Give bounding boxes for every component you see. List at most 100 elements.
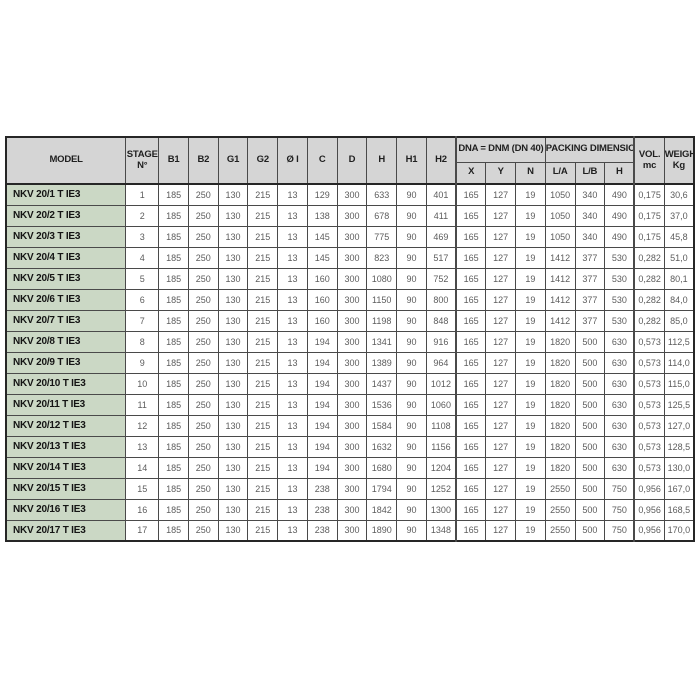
col-header-weight-kg: WEIGHT Kg — [663, 136, 695, 185]
data-cell: 165 — [455, 393, 487, 416]
data-cell: 165 — [455, 435, 487, 458]
data-cell: 165 — [455, 498, 487, 521]
model-cell: NKV 20/17 T IE3 — [5, 519, 127, 542]
data-cell: 165 — [455, 225, 487, 248]
data-cell: 250 — [187, 330, 219, 353]
data-cell: 127 — [485, 456, 517, 479]
col-group-dna-dnm: DNA = DNM (DN 40) — [455, 136, 546, 163]
data-cell: 90 — [396, 183, 427, 206]
data-cell: 1198 — [366, 309, 398, 332]
table-row: NKV 20/15 T IE3 15 185 250 130 215 13 238 300 179… — [5, 477, 695, 500]
data-cell: 300 — [336, 330, 368, 353]
data-cell: 130 — [217, 414, 249, 437]
data-cell: 13 — [277, 498, 308, 521]
col-header-x: X — [455, 161, 487, 185]
data-cell: 750 — [604, 519, 635, 542]
data-cell: 165 — [455, 183, 487, 206]
data-cell: 1348 — [425, 519, 457, 542]
data-cell: 1108 — [425, 414, 457, 437]
data-cell: 130,0 — [663, 456, 695, 479]
data-cell: 1 — [125, 183, 160, 206]
table-row: NKV 20/5 T IE3 5 185 250 130 215 13 160 300 1080 9… — [5, 267, 695, 290]
data-cell: 238 — [306, 519, 338, 542]
data-cell: 128,5 — [663, 435, 695, 458]
data-cell: 51,0 — [663, 246, 695, 269]
model-cell: NKV 20/8 T IE3 — [5, 330, 127, 353]
data-cell: 1080 — [366, 267, 398, 290]
data-cell: 0,282 — [633, 267, 665, 290]
data-cell: 185 — [158, 414, 189, 437]
data-cell: 0,956 — [633, 477, 665, 500]
data-cell: 1820 — [544, 456, 576, 479]
col-header-stage: STAGE N° — [125, 136, 160, 185]
data-cell: 500 — [574, 372, 606, 395]
data-cell: 127 — [485, 393, 517, 416]
col-header-y: Y — [485, 161, 517, 185]
data-cell: 1389 — [366, 351, 398, 374]
data-cell: 185 — [158, 372, 189, 395]
data-cell: 250 — [187, 246, 219, 269]
data-cell: 500 — [574, 456, 606, 479]
data-cell: 185 — [158, 435, 189, 458]
col-header-weight-line2: Kg — [672, 159, 685, 171]
data-cell: 160 — [306, 309, 338, 332]
data-cell: 13 — [277, 393, 308, 416]
data-cell: 238 — [306, 477, 338, 500]
data-cell: 250 — [187, 267, 219, 290]
data-cell: 130 — [217, 477, 249, 500]
data-cell: 250 — [187, 393, 219, 416]
data-cell: 14 — [125, 456, 160, 479]
data-cell: 0,282 — [633, 288, 665, 311]
table-row: NKV 20/2 T IE3 2 185 250 130 215 13 138 300 678 90… — [5, 204, 695, 227]
data-cell: 7 — [125, 309, 160, 332]
model-cell: NKV 20/13 T IE3 — [5, 435, 127, 458]
data-cell: 127 — [485, 204, 517, 227]
data-cell: 90 — [396, 204, 427, 227]
data-cell: 90 — [396, 519, 427, 542]
data-cell: 130 — [217, 204, 249, 227]
data-cell: 13 — [277, 204, 308, 227]
data-cell: 12 — [125, 414, 160, 437]
data-cell: 185 — [158, 330, 189, 353]
data-cell: 964 — [425, 351, 457, 374]
data-cell: 127 — [485, 477, 517, 500]
data-cell: 300 — [336, 246, 368, 269]
data-cell: 500 — [574, 519, 606, 542]
data-cell: 115,0 — [663, 372, 695, 395]
data-cell: 130 — [217, 372, 249, 395]
data-cell: 300 — [336, 225, 368, 248]
model-cell: NKV 20/5 T IE3 — [5, 267, 127, 290]
data-cell: 165 — [455, 267, 487, 290]
data-cell: 1412 — [544, 246, 576, 269]
data-cell: 165 — [455, 204, 487, 227]
data-cell: 630 — [604, 351, 635, 374]
data-cell: 300 — [336, 456, 368, 479]
data-cell: 165 — [455, 372, 487, 395]
data-cell: 19 — [515, 330, 546, 353]
data-cell: 2550 — [544, 498, 576, 521]
data-cell: 0,573 — [633, 351, 665, 374]
data-cell: 90 — [396, 225, 427, 248]
data-cell: 340 — [574, 225, 606, 248]
data-cell: 300 — [336, 498, 368, 521]
data-cell: 500 — [574, 351, 606, 374]
data-cell: 300 — [336, 372, 368, 395]
data-cell: 19 — [515, 225, 546, 248]
data-cell: 500 — [574, 435, 606, 458]
data-cell: 1341 — [366, 330, 398, 353]
data-cell: 250 — [187, 435, 219, 458]
data-cell: 90 — [396, 414, 427, 437]
data-cell: 16 — [125, 498, 160, 521]
col-header-b2: B2 — [187, 136, 219, 185]
header-row-groups: MODEL STAGE N° B1 B2 G1 G2 Ø I C D H H1 … — [5, 136, 695, 185]
data-cell: 250 — [187, 372, 219, 395]
model-cell: NKV 20/10 T IE3 — [5, 372, 127, 395]
data-cell: 752 — [425, 267, 457, 290]
data-cell: 250 — [187, 456, 219, 479]
data-cell: 2 — [125, 204, 160, 227]
data-cell: 215 — [247, 246, 279, 269]
data-cell: 17 — [125, 519, 160, 542]
table-row: NKV 20/6 T IE3 6 185 250 130 215 13 160 300 1150 9… — [5, 288, 695, 311]
data-cell: 185 — [158, 351, 189, 374]
